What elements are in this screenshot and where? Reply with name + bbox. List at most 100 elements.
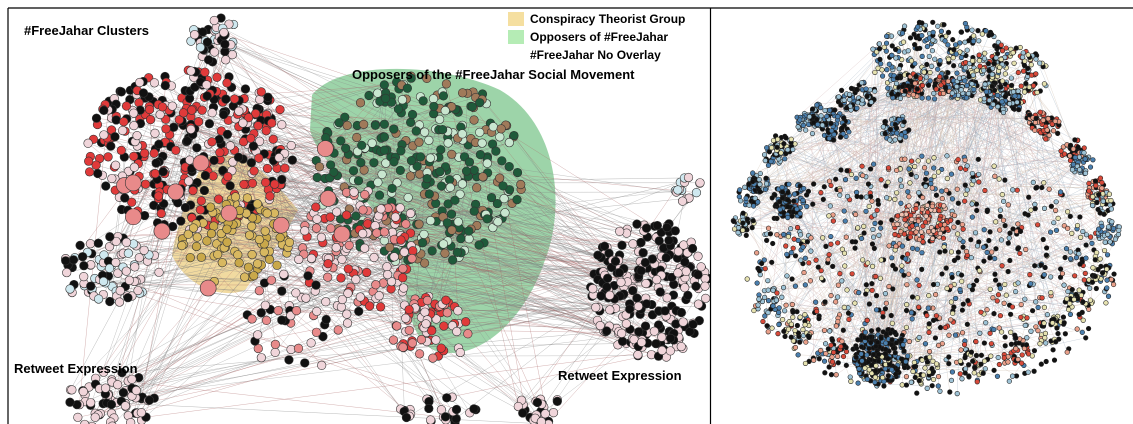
node (1002, 343, 1008, 349)
node (1028, 281, 1034, 287)
edge (137, 188, 411, 415)
node (986, 32, 992, 38)
node (907, 35, 914, 41)
node (599, 241, 610, 251)
node (144, 395, 155, 405)
node (961, 342, 968, 348)
node (153, 222, 171, 240)
node (870, 46, 876, 52)
edge (338, 122, 411, 214)
node (255, 136, 265, 146)
node (1079, 329, 1085, 335)
node (119, 117, 129, 127)
node (853, 211, 859, 218)
node (253, 121, 263, 131)
edge (891, 96, 1001, 142)
node (638, 248, 648, 258)
node (246, 133, 256, 143)
node (982, 50, 988, 56)
node (788, 226, 794, 232)
edge (267, 254, 447, 398)
node (899, 356, 905, 362)
node (921, 69, 927, 75)
node (833, 299, 839, 305)
edge (141, 276, 245, 399)
node (958, 29, 965, 35)
node (427, 326, 437, 336)
node (801, 185, 807, 192)
edge (513, 135, 635, 306)
node (73, 412, 83, 422)
node (65, 397, 75, 407)
node (881, 383, 887, 389)
node (987, 229, 993, 235)
node (1065, 209, 1071, 215)
node (1000, 217, 1007, 223)
node (797, 232, 804, 238)
node (1020, 54, 1026, 60)
node (873, 307, 880, 313)
node (1025, 52, 1031, 58)
node (1008, 329, 1014, 335)
node (67, 385, 77, 395)
node (873, 273, 879, 280)
node (976, 268, 983, 274)
node (222, 224, 232, 234)
node (319, 190, 337, 207)
node (351, 274, 361, 285)
node (1002, 334, 1008, 340)
node (908, 310, 915, 316)
node (1007, 230, 1013, 236)
node (1043, 340, 1049, 346)
edge (135, 244, 184, 282)
node (889, 217, 895, 223)
node (415, 152, 426, 162)
node (885, 165, 892, 171)
node (791, 198, 797, 204)
node (453, 217, 463, 227)
edge (828, 119, 901, 121)
node (1028, 207, 1034, 213)
node (868, 166, 874, 172)
node (415, 169, 425, 179)
node (83, 138, 93, 148)
node (261, 177, 271, 188)
node (262, 163, 273, 174)
node (100, 383, 111, 393)
node (469, 404, 479, 414)
node (923, 176, 929, 182)
node (894, 190, 900, 196)
node (820, 196, 826, 202)
node (797, 211, 803, 217)
node (1043, 252, 1049, 258)
node (955, 255, 961, 261)
node (903, 307, 910, 314)
node (438, 91, 449, 101)
node (1065, 225, 1071, 231)
edge (838, 208, 1036, 351)
edge (739, 95, 972, 191)
node (904, 302, 910, 308)
edge (957, 233, 1048, 315)
edge (834, 109, 1096, 186)
node (252, 199, 263, 209)
node (943, 265, 949, 271)
node (937, 58, 943, 64)
node (844, 168, 850, 174)
node (318, 331, 328, 342)
node (918, 229, 924, 235)
node (383, 270, 393, 280)
edge (825, 123, 934, 380)
node (222, 78, 232, 88)
node (919, 53, 925, 59)
edge (231, 46, 684, 246)
node (875, 201, 881, 207)
node (996, 361, 1002, 368)
node (177, 241, 187, 251)
node (123, 248, 133, 258)
node (1011, 60, 1017, 66)
node (291, 306, 302, 316)
node (902, 217, 908, 223)
node (1005, 240, 1011, 246)
node (240, 84, 251, 94)
